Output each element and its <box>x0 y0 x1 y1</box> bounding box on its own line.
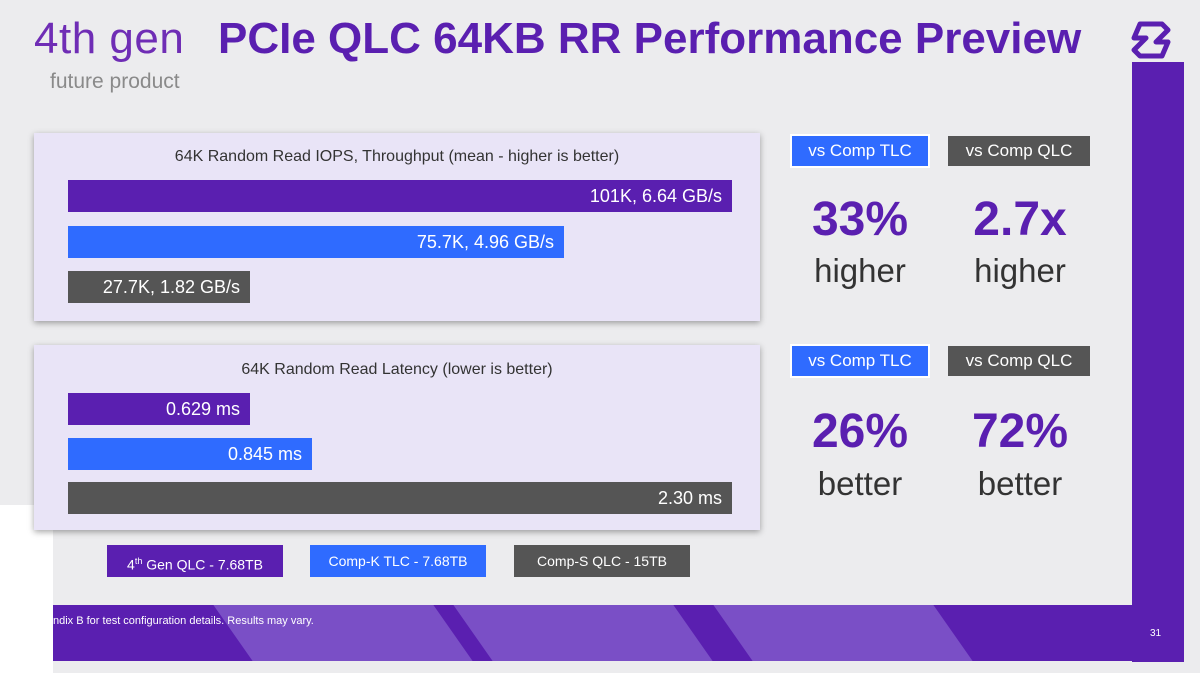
legend-gen4-prefix: 4 <box>127 556 135 573</box>
latency-vs-tlc-word: better <box>817 465 903 502</box>
legend-gen4-qlc: 4th Gen QLC - 7.68TB <box>107 545 283 577</box>
legend-gen4-rest: Gen QLC - 7.68TB <box>142 556 263 573</box>
badge-vs-comp-qlc: vs Comp QLC <box>948 136 1090 166</box>
iops-chart-panel: 64K Random Read IOPS, Throughput (mean -… <box>34 133 760 321</box>
badge-vs-comp-tlc-latency: vs Comp TLC <box>792 346 928 376</box>
iops-vs-tlc-word: higher <box>814 252 906 289</box>
title-light: 4th gen <box>34 14 185 63</box>
iops-vs-qlc-word: higher <box>974 252 1066 289</box>
footnote: ndix B for test configuration details. R… <box>53 615 314 627</box>
latency-bar-comp-k-tlc: 0.845 ms <box>68 438 312 470</box>
latency-bar-comp-s-qlc: 2.30 ms <box>68 482 732 514</box>
page-number: 31 <box>1150 628 1162 639</box>
logo-icon <box>1131 21 1171 59</box>
footer-band <box>53 605 1133 661</box>
latency-chart-panel: 64K Random Read Latency (lower is better… <box>34 345 760 530</box>
iops-bar-comp-k-tlc: 75.7K, 4.96 GB/s <box>68 226 564 258</box>
latency-bar-gen4-qlc: 0.629 ms <box>68 393 250 425</box>
iops-bar-gen4-qlc: 101K, 6.64 GB/s <box>68 180 732 212</box>
footer-stripe <box>453 605 713 661</box>
page-title: PCIe QLC 64KB RR Performance Preview <box>218 14 1082 63</box>
badge-vs-comp-tlc: vs Comp TLC <box>792 136 928 166</box>
right-accent-band <box>1132 62 1184 662</box>
legend-gen4-sup: th <box>134 556 143 566</box>
latency-vs-qlc-word: better <box>977 465 1063 502</box>
white-corner-block <box>0 505 53 673</box>
latency-vs-tlc-value: 26% <box>811 405 909 458</box>
badge-vs-comp-qlc-latency: vs Comp QLC <box>948 346 1090 376</box>
legend-comp-s-qlc: Comp-S QLC - 15TB <box>514 545 690 577</box>
iops-vs-qlc-value: 2.7x <box>973 193 1067 246</box>
subtitle: future product <box>50 70 180 93</box>
footer-stripe <box>713 605 973 661</box>
iops-chart-title: 64K Random Read IOPS, Throughput (mean -… <box>174 148 620 165</box>
legend-comp-k-tlc: Comp-K TLC - 7.68TB <box>310 545 486 577</box>
latency-chart-title: 64K Random Read Latency (lower is better… <box>241 361 553 378</box>
footer-stripe <box>213 605 473 661</box>
iops-vs-tlc-value: 33% <box>811 193 909 246</box>
iops-bar-comp-s-qlc: 27.7K, 1.82 GB/s <box>68 271 250 303</box>
latency-vs-qlc-value: 72% <box>971 405 1069 458</box>
